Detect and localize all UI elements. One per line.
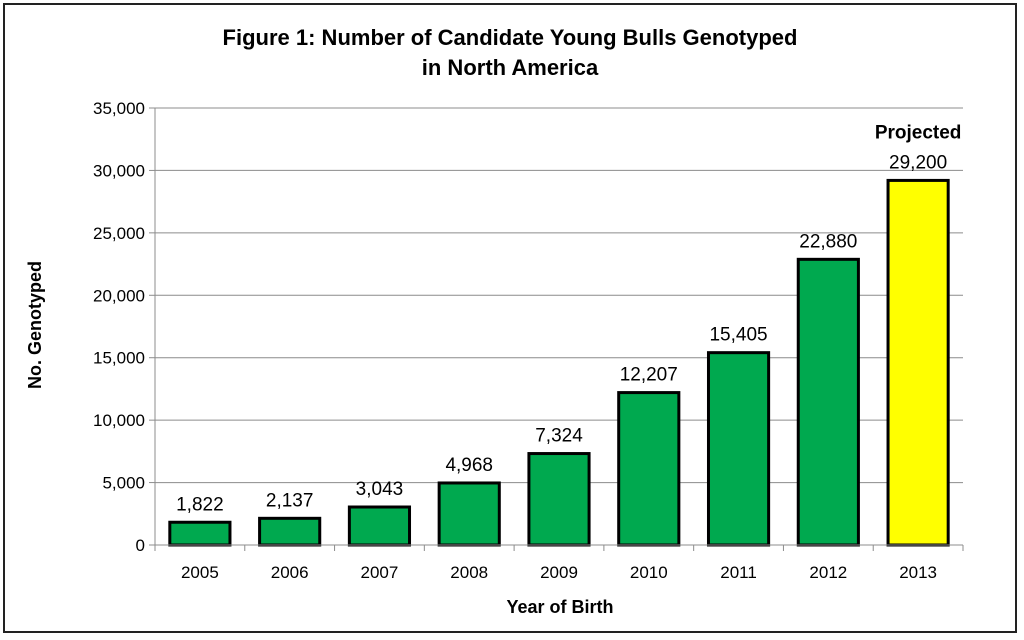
data-label: 4,968 (445, 455, 493, 476)
y-tick-label: 15,000 (93, 349, 145, 368)
x-axis-title: Year of Birth (506, 597, 613, 617)
bar-2005 (168, 520, 232, 547)
bar-2008 (437, 481, 501, 547)
bar-chart: Figure 1: Number of Candidate Young Bull… (25, 25, 964, 617)
y-tick-label: 5,000 (102, 474, 145, 493)
data-labels: 1,822 2,137 3,043 4,968 7,324 12,207 15,405 22,… (176, 152, 947, 515)
bar-2007 (347, 505, 412, 547)
x-tick-label: 2009 (540, 563, 578, 582)
x-tick-label: 2013 (899, 563, 937, 582)
x-tick-label: 2011 (720, 563, 757, 582)
y-tick-label: 35,000 (93, 99, 145, 118)
y-axis-title: No. Genotyped (25, 261, 45, 389)
bar-2006 (258, 516, 322, 547)
data-label: 22,880 (799, 231, 857, 252)
x-tick-label: 2007 (361, 563, 399, 582)
y-tick-label: 25,000 (93, 224, 145, 243)
x-tick-label: 2005 (181, 563, 219, 582)
data-label: 29,200 (889, 152, 947, 173)
y-axis-ticks: 0 5,000 10,000 15,000 20,000 25,000 30,000 35,0… (93, 99, 155, 555)
gridlines (155, 107, 963, 484)
bars (168, 178, 950, 547)
x-tick-label: 2010 (630, 563, 668, 582)
projected-annotation: Projected (875, 122, 962, 143)
data-label: 12,207 (620, 365, 678, 386)
data-label: 15,405 (709, 325, 767, 346)
chart-frame: Figure 1: Number of Candidate Young Bull… (3, 3, 1017, 633)
bar-2011 (706, 351, 771, 547)
data-label: 7,324 (535, 426, 583, 447)
bar-2010 (617, 391, 681, 547)
y-tick-label: 0 (136, 536, 145, 555)
y-tick-label: 30,000 (93, 161, 145, 180)
x-tick-label: 2012 (809, 563, 847, 582)
x-tick-label: 2006 (271, 563, 309, 582)
bar-2012 (796, 257, 860, 547)
chart-title-line-2: in North America (422, 55, 599, 80)
data-label: 1,822 (176, 494, 224, 515)
bar-2009 (527, 452, 591, 547)
y-tick-label: 10,000 (93, 411, 145, 430)
data-label: 2,137 (266, 490, 314, 511)
y-tick-label: 20,000 (93, 286, 145, 305)
bar-2013 (886, 178, 950, 547)
x-axis-ticks: 2005 2006 2007 2008 2009 2010 2011 2012 2013 (154, 545, 964, 582)
data-label: 3,043 (356, 479, 404, 500)
x-tick-label: 2008 (450, 563, 488, 582)
chart-title-line-1: Figure 1: Number of Candidate Young Bull… (223, 25, 798, 50)
